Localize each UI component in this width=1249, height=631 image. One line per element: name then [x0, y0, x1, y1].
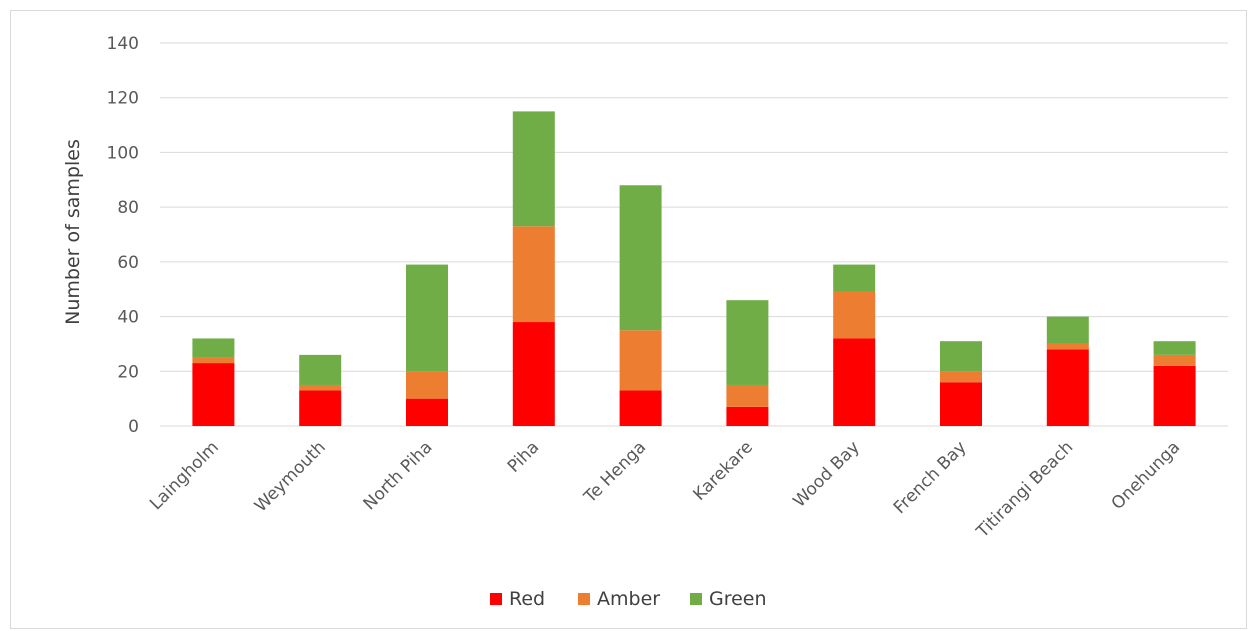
y-axis-ticks: 0 20 40 60 80 100 120 140 [107, 34, 139, 437]
y-tick-label-40: 40 [117, 308, 139, 328]
x-tick-label-wood-bay: Wood Bay [790, 437, 864, 511]
bar-laingholm-amber [192, 357, 235, 364]
bar-laingholm-red [192, 363, 235, 426]
y-tick-label-100: 100 [107, 143, 139, 163]
x-tick-label-karekare: Karekare [689, 437, 756, 504]
bar-north-piha-amber [406, 371, 448, 399]
bar-onehunga-red [1153, 365, 1196, 426]
y-tick-label-120: 120 [107, 89, 139, 109]
bar-weymouth-amber [299, 384, 342, 391]
bar-titirangi-beach-amber [1046, 343, 1089, 350]
bar-weymouth-red [299, 390, 342, 426]
bars [192, 111, 1196, 426]
bar-north-piha-red [406, 398, 448, 426]
legend-label-red: Red [509, 588, 545, 610]
bar-french-bay-amber [940, 371, 982, 383]
legend-label-amber: Amber [597, 588, 660, 610]
bar-north-piha-green [406, 264, 448, 372]
legend: Red Amber Green [490, 588, 767, 610]
bar-onehunga-amber [1153, 354, 1196, 366]
y-tick-label-20: 20 [117, 362, 139, 382]
legend-swatch-red [490, 593, 502, 605]
bar-piha-red [512, 322, 555, 426]
bar-piha-green [512, 111, 555, 227]
bar-wood-bay-red [833, 338, 876, 426]
bar-titirangi-beach-green [1046, 316, 1089, 344]
x-axis-labels: Laingholm Weymouth North Piha Piha Te Henga K… [146, 437, 1184, 542]
bar-onehunga-green [1153, 341, 1196, 355]
bar-karekare-amber [726, 384, 769, 407]
legend-label-green: Green [709, 588, 767, 610]
bar-karekare-red [726, 406, 769, 426]
bar-karekare-green [726, 300, 769, 385]
x-tick-label-north-piha: North Piha [360, 437, 437, 514]
bar-te-henga-green [619, 185, 662, 331]
y-tick-label-0: 0 [128, 417, 139, 437]
y-axis-title: Number of samples [62, 139, 84, 325]
y-tick-label-140: 140 [107, 34, 139, 54]
x-tick-label-french-bay: French Bay [890, 437, 971, 518]
x-tick-label-weymouth: Weymouth [251, 437, 330, 516]
legend-swatch-green [690, 593, 702, 605]
legend-swatch-amber [578, 593, 590, 605]
bar-titirangi-beach-red [1046, 349, 1089, 426]
x-tick-label-laingholm: Laingholm [146, 437, 223, 514]
bar-wood-bay-amber [833, 291, 876, 339]
x-tick-label-titirangi-beach: Titirangi Beach [972, 437, 1077, 542]
x-tick-label-piha: Piha [504, 437, 543, 476]
bar-french-bay-red [940, 382, 982, 426]
bar-wood-bay-green [833, 264, 876, 292]
y-tick-label-80: 80 [117, 198, 139, 218]
bar-laingholm-green [192, 338, 235, 358]
bar-french-bay-green [940, 341, 982, 372]
x-tick-label-te-henga: Te Henga [580, 437, 650, 507]
bar-weymouth-green [299, 354, 342, 385]
x-tick-label-onehunga: Onehunga [1108, 437, 1184, 513]
bar-te-henga-red [619, 390, 662, 426]
bar-piha-amber [512, 226, 555, 323]
bar-te-henga-amber [619, 330, 662, 391]
y-tick-label-60: 60 [117, 253, 139, 273]
